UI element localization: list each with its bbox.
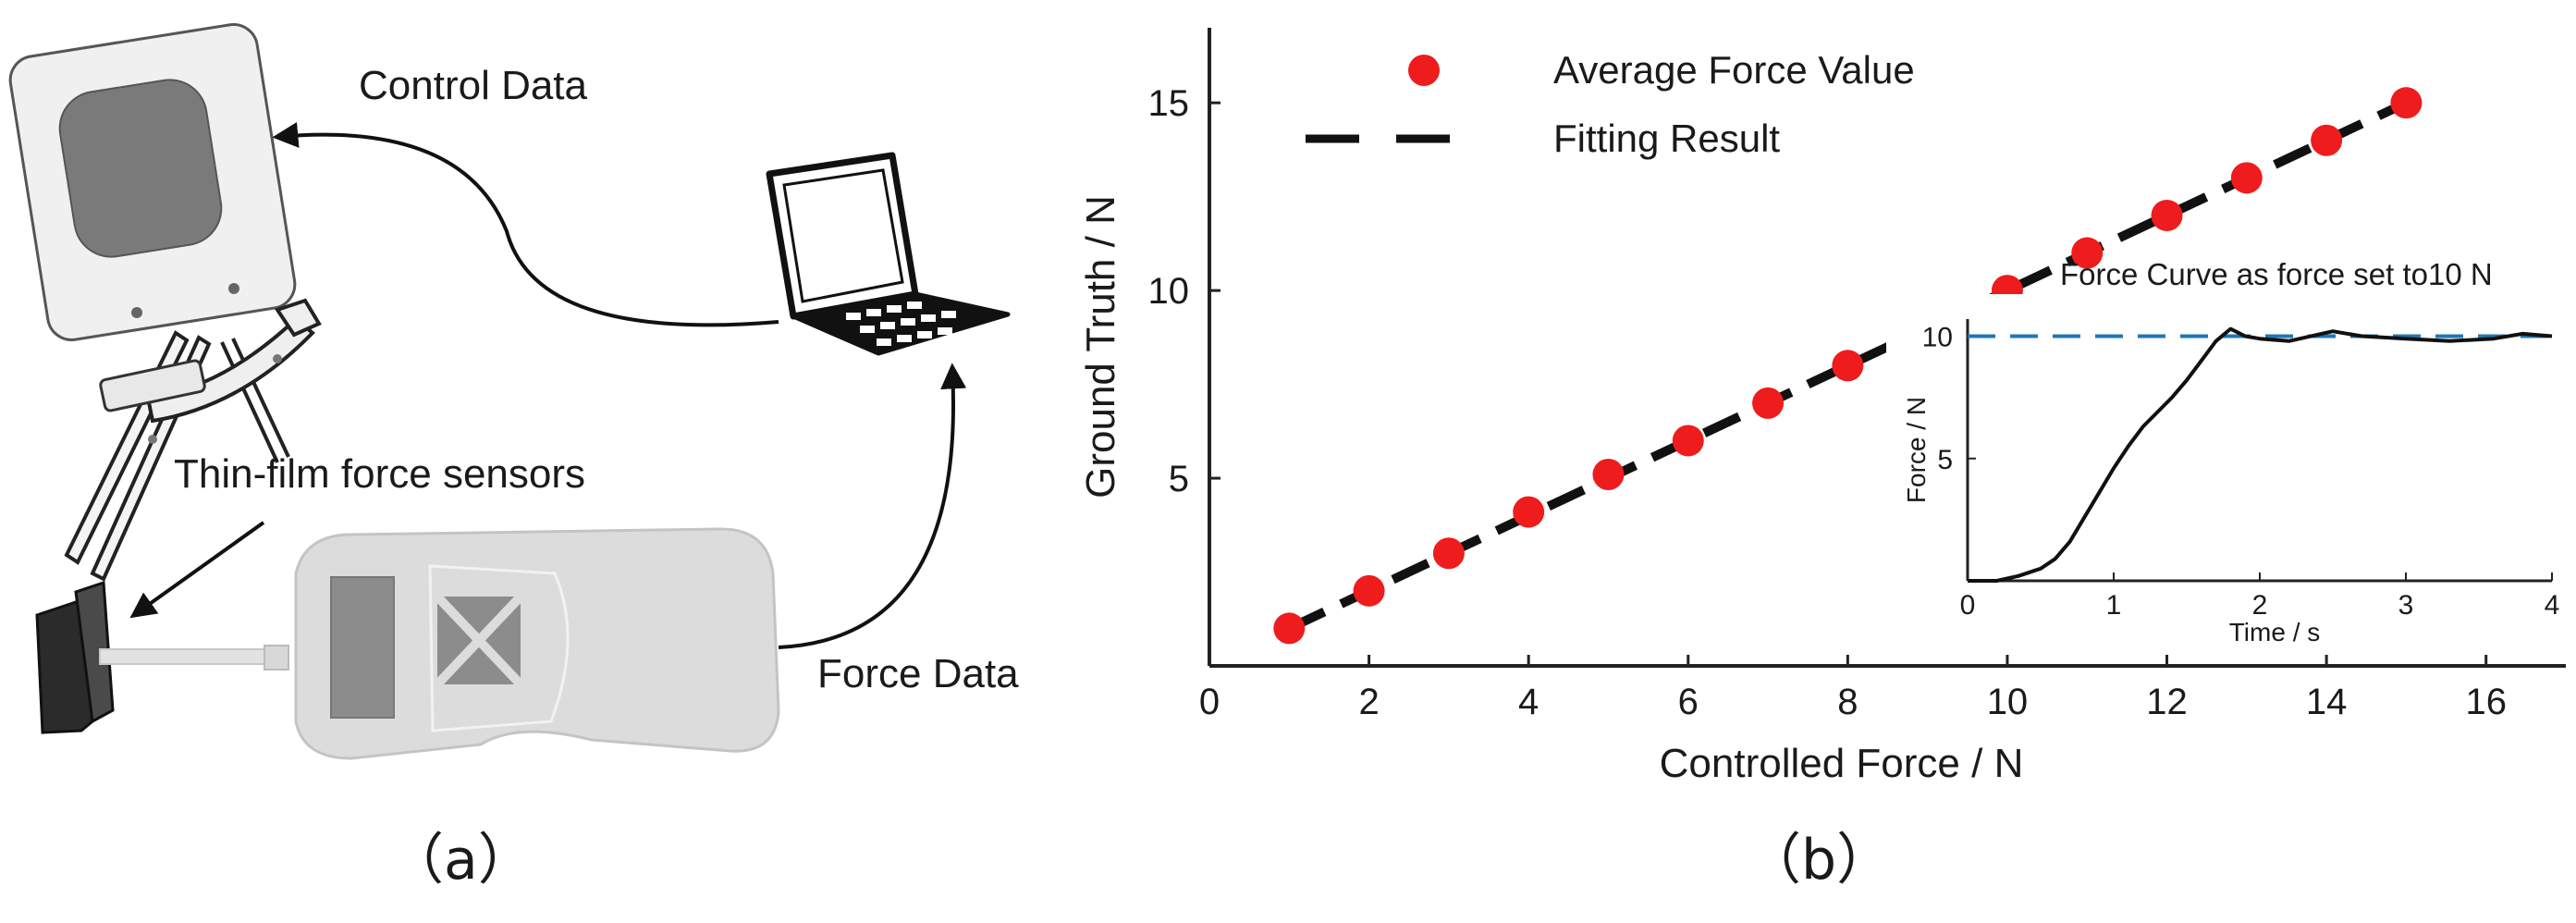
average-force-point	[2230, 162, 2263, 194]
average-force-point	[2071, 237, 2104, 269]
legend-label-average-force: Average Force Value	[1553, 48, 1915, 92]
x-tick-label: 14	[2306, 682, 2348, 722]
panel-b-label: （b）	[1746, 828, 1892, 892]
inset-x-tick-label: 4	[2545, 590, 2560, 621]
inset-y-tick-label: 5	[1937, 445, 1953, 475]
inset-x-tick-label: 0	[1960, 590, 1976, 621]
legend-marker-average-force	[1408, 55, 1440, 86]
average-force-point	[2390, 87, 2423, 119]
inset-series	[1968, 326, 2553, 583]
average-force-point	[1592, 459, 1625, 490]
inset-x-tick-label: 3	[2398, 590, 2414, 621]
inset-y-axis-label: Force / N	[1902, 397, 1931, 503]
inset-x-tick-label: 2	[2252, 590, 2268, 621]
control-data-arrow	[272, 122, 779, 327]
inset-axes: 0 1 2 3 4 5 10	[1922, 319, 2560, 621]
fitting-result-series	[1287, 98, 2409, 633]
panel-a: Control Data Force Data Thin-film force …	[8, 23, 1019, 892]
average-force-point	[1432, 537, 1465, 570]
control-data-label: Control Data	[359, 63, 588, 108]
laptop-icon	[766, 152, 1011, 356]
sensor-pads	[35, 580, 115, 734]
x-tick-label: 0	[1199, 682, 1220, 722]
average-force-point	[1752, 387, 1785, 419]
x-tick-label: 10	[1987, 682, 2029, 722]
panel-a-label: （a）	[388, 828, 534, 892]
inset-force-curve	[1968, 326, 2553, 583]
controller-box	[8, 23, 297, 341]
inset-title: Force Curve as force set to10 N	[2060, 257, 2493, 291]
x-tick-label: 6	[1678, 682, 1699, 722]
average-force-point	[1832, 350, 1864, 382]
gauge-buttons	[434, 593, 524, 688]
average-force-point	[2311, 124, 2343, 156]
fitting-result-line	[1287, 98, 2409, 633]
force-data-label: Force Data	[817, 651, 1019, 696]
legend-label-fitting: Fitting Result	[1553, 117, 1780, 160]
y-tick-label: 10	[1148, 271, 1190, 312]
legend: Average Force Value Fitting Result	[1306, 48, 1915, 160]
sensors-label: Thin-film force sensors	[174, 451, 585, 497]
sensor-pointer-arrow	[129, 521, 265, 619]
y-tick-label: 5	[1169, 459, 1189, 499]
y-axis-label: Ground Truth / N	[1078, 195, 1123, 498]
force-gauge	[294, 527, 780, 760]
sensor-cable	[99, 648, 276, 665]
x-tick-label: 2	[1358, 682, 1379, 722]
x-tick-label: 8	[1837, 682, 1858, 722]
x-axis-label: Controlled Force / N	[1660, 741, 2024, 786]
average-force-point	[1513, 496, 1545, 528]
average-force-point	[1353, 574, 1385, 607]
inset-y-tick-label: 10	[1922, 323, 1953, 353]
x-tick-label: 4	[1518, 682, 1539, 722]
x-tick-label: 12	[2146, 682, 2188, 722]
inset-chart: 0 1 2 3 4 5 10 Force Curve as force set to10 N…	[1886, 257, 2570, 646]
x-tick-label: 16	[2465, 682, 2507, 722]
average-force-point	[2151, 199, 2183, 231]
inset-x-tick-label: 1	[2106, 590, 2122, 621]
inset-x-axis-label: Time / s	[2229, 618, 2321, 646]
gripper-arms	[64, 298, 322, 582]
average-force-point	[1273, 612, 1306, 645]
average-force-point	[1672, 425, 1704, 457]
force-data-arrow	[778, 363, 967, 649]
y-tick-label: 15	[1148, 83, 1190, 124]
